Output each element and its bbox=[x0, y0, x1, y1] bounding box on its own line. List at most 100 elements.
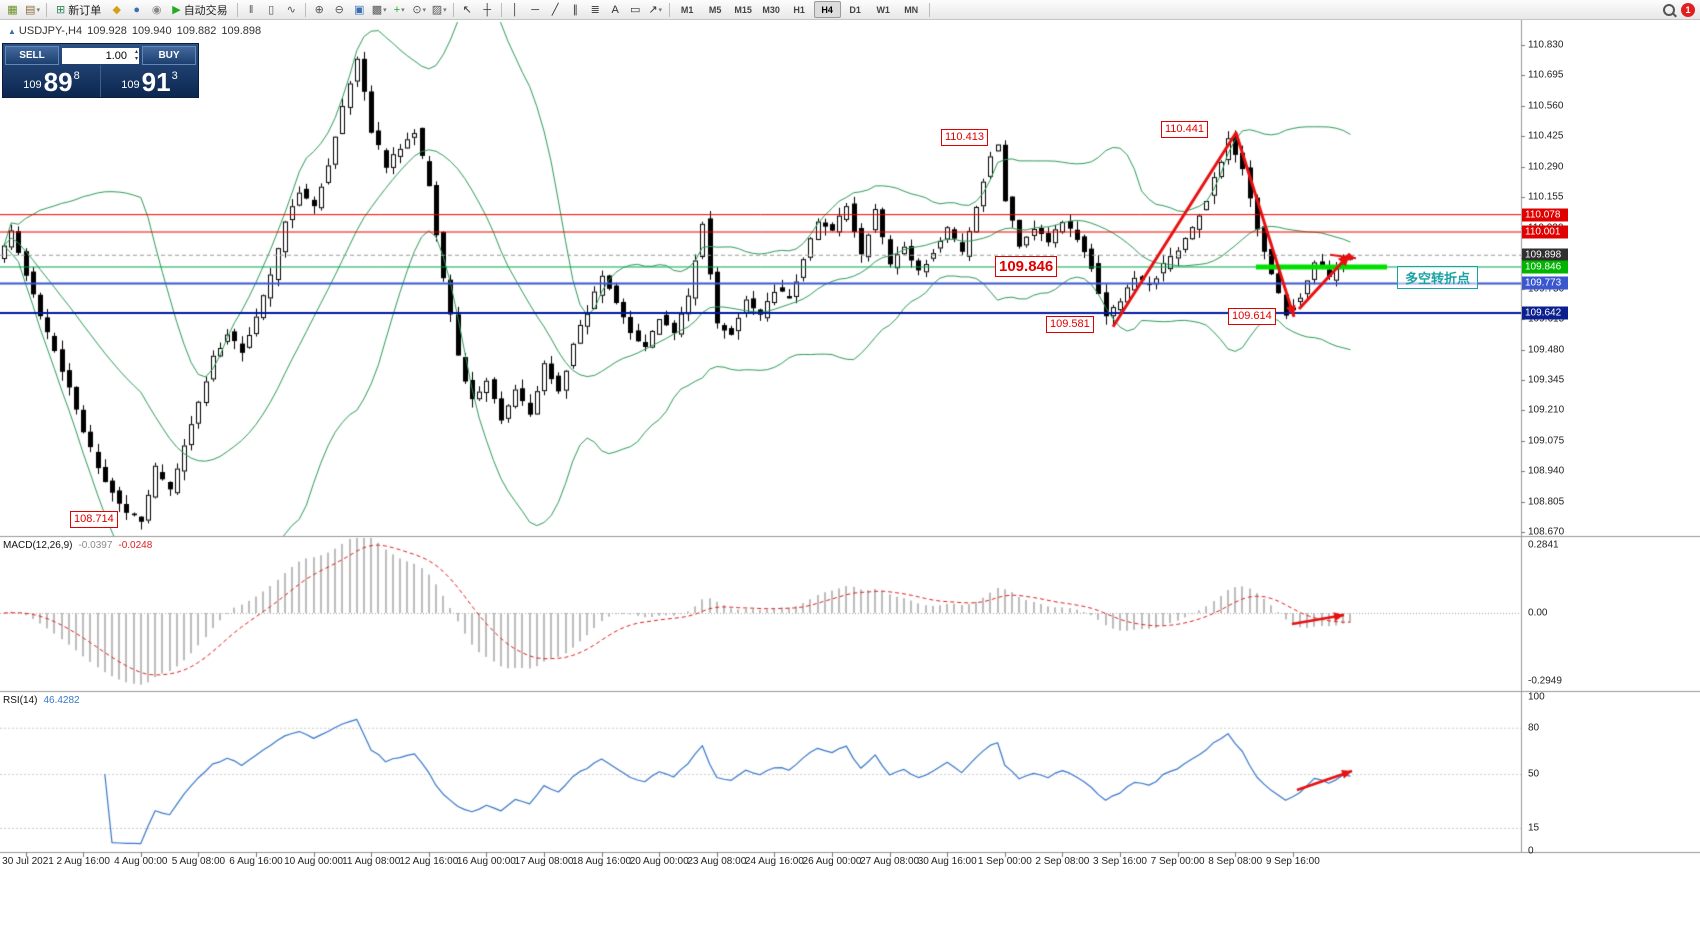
chart-canvas[interactable] bbox=[0, 20, 1700, 946]
timeframe-mn[interactable]: MN bbox=[904, 4, 919, 15]
timeframe-m15[interactable]: M15 bbox=[734, 4, 752, 15]
bid-price[interactable]: 109 89 8 bbox=[3, 65, 100, 97]
channel-icon[interactable]: ∥ bbox=[566, 1, 585, 18]
ohlc-low: 109.882 bbox=[176, 25, 217, 37]
ohlc-close: 109.898 bbox=[221, 25, 262, 37]
trendline-icon[interactable]: ╱ bbox=[546, 1, 565, 18]
new-order-button-label: 新订单 bbox=[68, 4, 102, 17]
candlestick-chart-icon-glyph: ▯ bbox=[268, 4, 275, 16]
bar-chart-icon[interactable]: ‖ bbox=[242, 1, 261, 18]
ask-main: 91 bbox=[141, 67, 171, 97]
trade-panel-controls: SELL 1.00 ▴ ▾ BUY bbox=[3, 44, 198, 65]
time-axis-label: 10 Aug 00:00 bbox=[284, 856, 344, 867]
price-axis-tick: 109.480 bbox=[1528, 344, 1565, 356]
price-axis-tick: 109.075 bbox=[1528, 435, 1565, 447]
price-annotation[interactable]: 109.846 bbox=[995, 256, 1058, 277]
horizontal-line-icon[interactable]: ─ bbox=[526, 1, 545, 18]
price-axis-tick: 110.425 bbox=[1528, 130, 1564, 142]
volume-spin-buttons[interactable]: ▴ ▾ bbox=[134, 48, 138, 62]
label-icon-glyph: ▭ bbox=[629, 4, 641, 16]
indicators-icon[interactable]: + ▾ bbox=[390, 1, 409, 18]
time-axis-label: 1 Sep 00:00 bbox=[977, 856, 1032, 867]
time-axis-label: 8 Sep 08:00 bbox=[1208, 856, 1263, 867]
ask-price[interactable]: 109 91 3 bbox=[100, 65, 198, 97]
volume-stepper[interactable]: 1.00 ▴ ▾ bbox=[62, 47, 139, 64]
text-icon[interactable]: A bbox=[606, 1, 625, 18]
vertical-line-icon-glyph: │ bbox=[511, 3, 519, 16]
macd-value-main: -0.0397 bbox=[78, 540, 113, 551]
time-axis-label: 2 Sep 08:00 bbox=[1035, 856, 1090, 867]
fibonacci-icon[interactable]: ≣ bbox=[586, 1, 605, 18]
macd-axis-label: 0.00 bbox=[1528, 607, 1548, 619]
price-axis-tick: 110.155 bbox=[1528, 191, 1564, 203]
price-axis-tick: 110.695 bbox=[1528, 69, 1564, 81]
sell-button[interactable]: SELL bbox=[5, 46, 59, 65]
auto-arrange-icon[interactable]: ▩ ▾ bbox=[370, 1, 389, 18]
crosshair-icon[interactable]: ┼ bbox=[478, 1, 497, 18]
community-icon[interactable]: ◉ bbox=[147, 1, 166, 18]
time-axis-label: 27 Aug 08:00 bbox=[860, 856, 920, 867]
templates-icon-caret: ▾ bbox=[443, 6, 447, 14]
rsi-axis-label: 0 bbox=[1528, 845, 1534, 857]
notification-badge[interactable]: 1 bbox=[1681, 2, 1695, 17]
rsi-axis-label: 80 bbox=[1528, 722, 1540, 734]
candlestick-chart-icon[interactable]: ▯ bbox=[262, 1, 281, 18]
price-axis-tick: 110.560 bbox=[1528, 100, 1564, 112]
volume-value[interactable]: 1.00 bbox=[105, 49, 127, 62]
cursor-icon[interactable]: ↖ bbox=[458, 1, 477, 18]
toolbar-separator bbox=[46, 2, 47, 17]
price-axis-tick: 110.290 bbox=[1528, 161, 1564, 173]
autotrade-button-glyph: ▶ bbox=[172, 4, 181, 16]
symbol-info: ▲ USDJPY-,H4 109.928 109.940 109.882 109.898 bbox=[8, 25, 261, 37]
time-axis-label: 4 Aug 00:00 bbox=[114, 856, 168, 867]
timeframe-m5[interactable]: M5 bbox=[708, 4, 722, 15]
search-icon[interactable] bbox=[1663, 3, 1675, 16]
ohlc-open: 109.928 bbox=[87, 25, 127, 37]
vertical-line-icon[interactable]: │ bbox=[506, 1, 525, 18]
templates-icon-glyph: ▨ bbox=[431, 4, 443, 16]
tile-windows-icon[interactable]: ▣ bbox=[350, 1, 369, 18]
toolbar-right: 1 bbox=[1663, 2, 1697, 17]
trendline-icon-glyph: ╱ bbox=[551, 4, 559, 16]
shapes-icon[interactable]: ↗ ▾ bbox=[646, 1, 665, 18]
new-chart-icon[interactable]: ▦ bbox=[3, 1, 22, 18]
timeframe-d1[interactable]: D1 bbox=[849, 4, 861, 15]
price-annotation[interactable]: 110.441 bbox=[1161, 121, 1208, 138]
macd-name: MACD(12,26,9) bbox=[3, 540, 73, 551]
alerts-icon[interactable]: ◆ bbox=[107, 1, 126, 18]
time-axis-label: 12 Aug 16:00 bbox=[399, 856, 459, 867]
timeframe-m1[interactable]: M1 bbox=[680, 4, 694, 15]
autotrade-button[interactable]: ▶ 自动交易 bbox=[167, 1, 232, 18]
timeframe-m30[interactable]: M30 bbox=[762, 4, 780, 15]
periods-icon-glyph: ⊙ bbox=[412, 4, 422, 16]
price-tag: 109.898 bbox=[1522, 248, 1568, 262]
time-axis-label: 23 Aug 08:00 bbox=[687, 856, 747, 867]
price-axis-tick: 108.805 bbox=[1528, 496, 1565, 508]
market-watch-icon[interactable]: ● bbox=[127, 1, 146, 18]
zoom-out-icon[interactable]: ⊖ bbox=[330, 1, 349, 18]
price-annotation[interactable]: 109.581 bbox=[1046, 316, 1094, 333]
time-axis-label: 6 Aug 16:00 bbox=[229, 856, 283, 867]
toolbar-separator bbox=[928, 2, 930, 17]
time-axis-label: 5 Aug 08:00 bbox=[171, 856, 226, 867]
bar-chart-icon-glyph: ‖ bbox=[248, 3, 254, 16]
label-icon[interactable]: ▭ bbox=[626, 1, 645, 18]
periods-icon[interactable]: ⊙ ▾ bbox=[410, 1, 429, 18]
line-chart-icon[interactable]: ∿ bbox=[282, 1, 301, 18]
buy-button[interactable]: BUY bbox=[142, 46, 196, 65]
profiles-icon[interactable]: ▤ ▾ bbox=[23, 1, 42, 18]
zoom-in-icon[interactable]: ⊕ bbox=[310, 1, 329, 18]
timeframe-w1[interactable]: W1 bbox=[876, 4, 890, 15]
price-annotation[interactable]: 110.413 bbox=[941, 129, 988, 146]
timeframe-h4[interactable]: H4 bbox=[813, 1, 841, 18]
templates-icon[interactable]: ▨ ▾ bbox=[430, 1, 449, 18]
price-annotation[interactable]: 108.714 bbox=[70, 511, 118, 528]
timeframe-h1[interactable]: H1 bbox=[793, 4, 805, 15]
time-axis-label: 30 Aug 16:00 bbox=[917, 856, 977, 867]
price-annotation[interactable]: 109.614 bbox=[1228, 308, 1276, 325]
rsi-axis-label: 50 bbox=[1528, 768, 1540, 780]
cursor-icon-glyph: ↖ bbox=[462, 4, 472, 16]
new-order-button[interactable]: ⊞ 新订单 bbox=[51, 1, 106, 18]
autotrade-button-label: 自动交易 bbox=[183, 4, 228, 17]
note-bull-bear-turning-point[interactable]: 多空转折点 bbox=[1397, 266, 1479, 289]
